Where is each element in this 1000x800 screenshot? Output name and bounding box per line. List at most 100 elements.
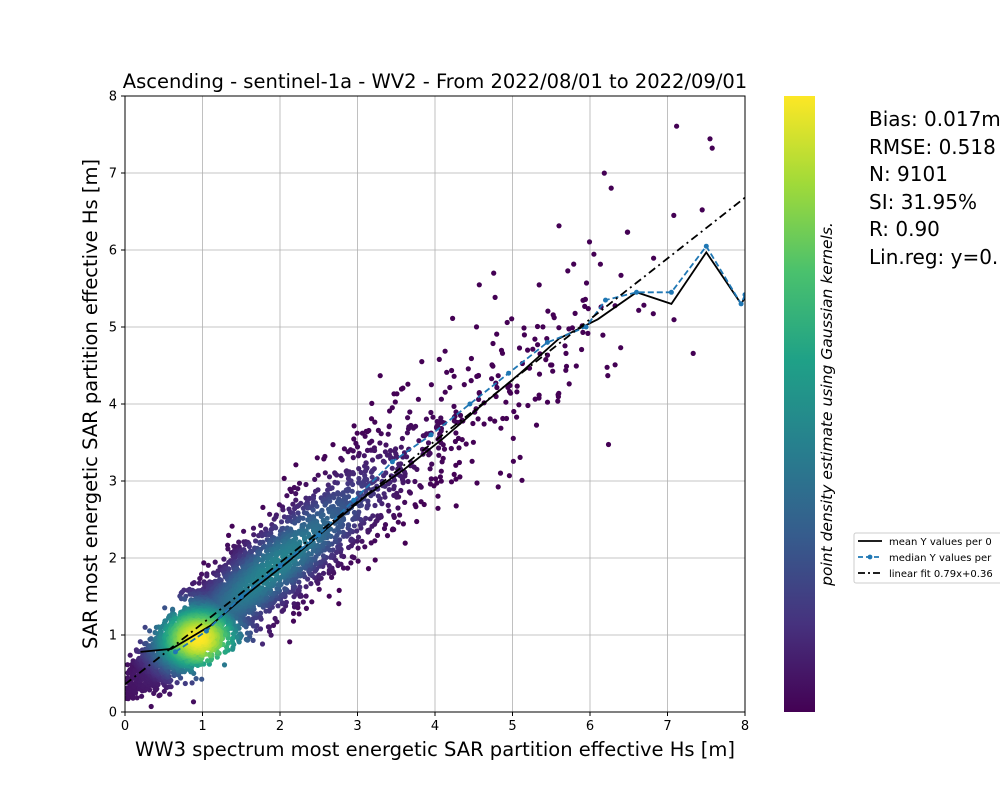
- scatter-point: [361, 453, 367, 459]
- series-marker-1: [544, 339, 550, 345]
- scatter-point: [428, 382, 434, 388]
- series-marker-1: [277, 563, 283, 569]
- scatter-point: [147, 628, 153, 634]
- scatter-point: [368, 469, 374, 475]
- scatter-point: [500, 415, 506, 422]
- series-line-2: [125, 196, 745, 686]
- scatter-point: [586, 239, 593, 245]
- scatter-point: [309, 599, 315, 605]
- scatter-point: [221, 662, 228, 668]
- y-axis-label: SAR most energetic SAR partition effecti…: [79, 159, 102, 649]
- scatter-point: [600, 332, 606, 338]
- scatter-point: [450, 315, 456, 321]
- scatter-point: [197, 575, 203, 582]
- scatter-point: [514, 383, 520, 389]
- scatter-point: [280, 607, 287, 613]
- scatter-point: [382, 522, 389, 528]
- y-axis-ticks: 0 1 2 3 4 5 6 7 8: [109, 90, 125, 721]
- scatter-point: [453, 476, 459, 482]
- scatter-point: [282, 586, 288, 592]
- scatter-point: [148, 636, 154, 642]
- scatter-point: [469, 458, 475, 464]
- scatter-point: [509, 316, 515, 322]
- scatter-point: [449, 367, 455, 374]
- scatter-point: [257, 626, 264, 632]
- scatter-point: [406, 489, 412, 495]
- scatter-point: [404, 454, 410, 460]
- scatter-point: [470, 420, 476, 427]
- scatter-point: [375, 513, 381, 519]
- scatter-point: [314, 455, 320, 461]
- scatter-point: [447, 384, 453, 391]
- scatter-point: [492, 418, 498, 424]
- scatter-point: [494, 331, 500, 337]
- scatter-point: [369, 457, 376, 463]
- scatter-point: [535, 342, 541, 348]
- scatter-point: [236, 539, 242, 545]
- y-tick-label: 2: [109, 552, 117, 567]
- scatter-point: [296, 579, 302, 585]
- scatter-point: [426, 452, 432, 458]
- scatter-point: [295, 518, 301, 524]
- scatter-point: [566, 381, 572, 387]
- scatter-point: [487, 416, 493, 422]
- scatter-point: [438, 396, 444, 402]
- scatter-point: [345, 481, 351, 487]
- x-tick-label: 6: [586, 719, 594, 734]
- scatter-point: [190, 581, 196, 587]
- scatter-point: [296, 480, 303, 486]
- scatter-point: [579, 346, 585, 353]
- scatter-point: [204, 573, 210, 579]
- scatter-point: [428, 409, 434, 416]
- scatter-point: [504, 319, 510, 326]
- scatter-point: [707, 136, 713, 142]
- scatter-point: [532, 396, 538, 402]
- scatter-point: [495, 373, 501, 379]
- scatter-point: [148, 703, 154, 710]
- scatter-point: [190, 699, 197, 705]
- scatter-point: [457, 474, 463, 480]
- scatter-point: [636, 307, 642, 313]
- scatter-point: [565, 268, 571, 274]
- scatter-point: [275, 582, 281, 588]
- scatter-point: [405, 415, 411, 421]
- scatter-point: [438, 415, 444, 421]
- scatter-point: [474, 373, 480, 379]
- scatter-point: [199, 571, 205, 577]
- scatter-point: [457, 412, 464, 418]
- scatter-point: [671, 317, 677, 323]
- scatter-point: [351, 523, 357, 529]
- scatter-point: [571, 261, 577, 267]
- scatter-point: [385, 431, 391, 437]
- scatter-point: [435, 493, 441, 499]
- scatter-point: [265, 624, 271, 630]
- scatter-point: [416, 438, 422, 444]
- scatter-point: [399, 435, 405, 442]
- scatter-point: [433, 476, 439, 482]
- legend-label-mean: mean Y values per 0: [889, 537, 992, 548]
- scatter-point: [417, 483, 423, 489]
- scatter-point: [326, 563, 332, 569]
- scatter-point: [312, 488, 319, 494]
- scatter-point: [230, 631, 237, 637]
- scatter-point: [193, 676, 199, 682]
- y-tick-label: 6: [109, 244, 117, 259]
- scatter-point: [222, 649, 228, 655]
- y-tick-label: 5: [109, 321, 117, 336]
- scatter-point: [438, 468, 444, 474]
- scatter-point: [365, 527, 371, 534]
- scatter-point: [225, 546, 231, 552]
- scatter-point: [351, 423, 357, 429]
- scatter-point: [521, 332, 528, 338]
- y-tick-label: 7: [109, 167, 117, 182]
- scatter-point: [345, 565, 351, 571]
- scatter-point: [292, 520, 298, 526]
- scatter-point: [290, 610, 297, 617]
- scatter-point: [392, 399, 398, 405]
- scatter-point: [201, 560, 207, 566]
- scatter-point: [318, 513, 324, 520]
- y-tick-label: 0: [109, 706, 117, 721]
- scatter-point: [241, 528, 247, 534]
- scatter-point: [212, 559, 218, 565]
- scatter-point: [278, 519, 285, 525]
